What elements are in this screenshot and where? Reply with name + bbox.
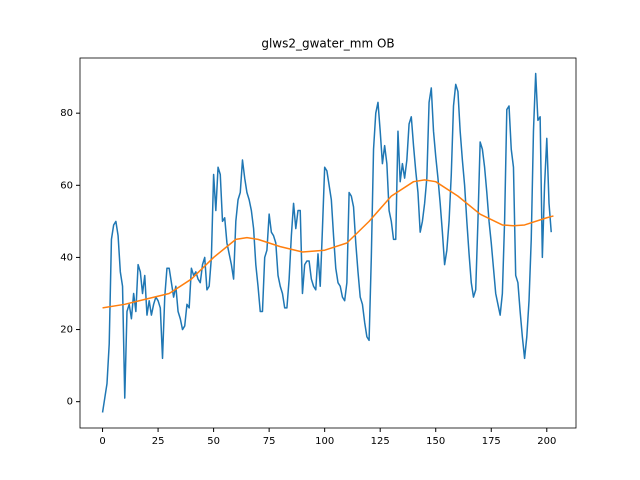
y-tick-label: 40 <box>60 252 73 263</box>
plot-frame <box>79 57 577 429</box>
x-tick-label: 50 <box>207 436 220 447</box>
x-tick-label: 150 <box>426 436 445 447</box>
y-tick-label: 80 <box>60 108 73 119</box>
y-tick-label: 0 <box>67 397 73 408</box>
x-tick-label: 125 <box>371 436 390 447</box>
y-tick-label: 20 <box>60 325 73 336</box>
x-tick-label: 75 <box>263 436 276 447</box>
chart-title: glws2_gwater_mm OB <box>261 37 394 51</box>
data-line <box>101 72 552 413</box>
x-tick-label: 200 <box>537 436 556 447</box>
y-tick-label: 60 <box>60 180 73 191</box>
data-line <box>102 179 554 309</box>
x-tick-label: 0 <box>99 436 105 447</box>
x-tick-label: 25 <box>152 436 165 447</box>
x-tick-label: 175 <box>482 436 501 447</box>
x-tick-label: 100 <box>315 436 334 447</box>
